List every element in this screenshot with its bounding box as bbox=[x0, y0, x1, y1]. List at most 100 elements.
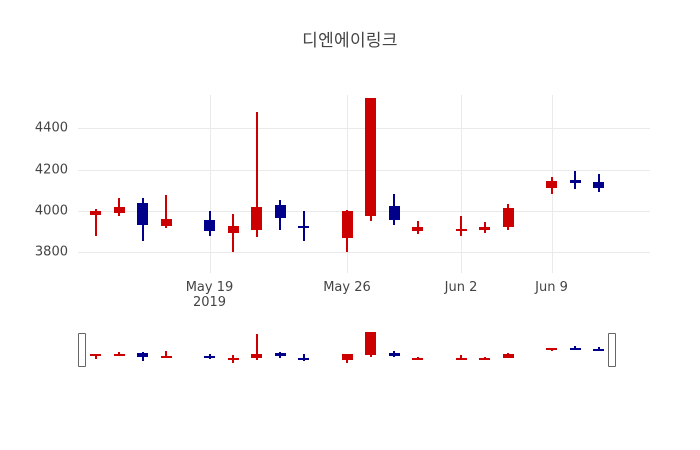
x-axis-tick-label: May 26 bbox=[323, 280, 371, 295]
candlestick[interactable] bbox=[412, 95, 423, 273]
candle-body bbox=[365, 98, 376, 217]
range-slider-candlestick bbox=[388, 325, 400, 375]
candle-body bbox=[90, 210, 101, 216]
range-slider-candlestick bbox=[227, 325, 239, 375]
candlestick[interactable] bbox=[546, 95, 557, 273]
range-slider-candlestick bbox=[479, 325, 490, 375]
candle-body bbox=[274, 204, 286, 219]
gridline-vertical bbox=[209, 95, 211, 273]
y-axis-tick-4200: 4200 bbox=[34, 162, 68, 177]
range-slider-candlestick bbox=[593, 325, 604, 375]
range-slider-candle-wick bbox=[165, 351, 167, 358]
range-slider-candle-body bbox=[593, 348, 604, 351]
candlestick[interactable] bbox=[502, 95, 514, 273]
gridline-vertical bbox=[347, 95, 348, 273]
range-slider-candlestick bbox=[569, 325, 581, 375]
range-slider-candle-body bbox=[90, 354, 101, 357]
candlestick[interactable] bbox=[593, 95, 604, 273]
y-axis-tick-4000: 4000 bbox=[34, 203, 68, 219]
range-slider-candle-body bbox=[137, 352, 148, 358]
range-slider-candle-wick bbox=[574, 346, 576, 351]
candle-body bbox=[341, 210, 353, 238]
range-slider-candle-body bbox=[365, 331, 376, 356]
range-slider-candlestick bbox=[113, 325, 125, 375]
range-slider-candlestick bbox=[455, 325, 467, 375]
range-slider-candle-body bbox=[388, 353, 400, 357]
gridline-horizontal bbox=[78, 252, 650, 254]
plot-area[interactable] bbox=[78, 95, 650, 273]
range-slider-candle-body bbox=[227, 357, 239, 360]
range-slider-candlestick bbox=[365, 325, 376, 375]
gridline-horizontal bbox=[78, 169, 650, 171]
range-slider-candlestick bbox=[502, 325, 514, 375]
candle-body bbox=[113, 206, 125, 213]
range-slider-candlestick bbox=[90, 325, 101, 375]
candlestick[interactable] bbox=[251, 95, 262, 273]
x-axis-tick-3: Jun 2 bbox=[445, 280, 478, 295]
candlestick[interactable] bbox=[274, 95, 286, 273]
candle-wick bbox=[302, 210, 305, 241]
y-axis-tick-4400: 4400 bbox=[34, 120, 68, 136]
x-axis-tick-label: Jun 9 bbox=[535, 280, 568, 295]
chart-title: 디엔에이링크 bbox=[302, 31, 398, 51]
x-axis-tick-4: Jun 9 bbox=[535, 280, 568, 295]
range-slider-candle-body bbox=[204, 356, 215, 359]
candle-body bbox=[227, 226, 239, 233]
candle-wick bbox=[460, 216, 462, 236]
candle-body bbox=[502, 207, 514, 228]
candlestick[interactable] bbox=[365, 95, 376, 273]
range-slider-candle-body bbox=[502, 353, 514, 358]
candlestick[interactable] bbox=[160, 95, 172, 273]
range-start-handle[interactable] bbox=[78, 333, 86, 367]
candlestick[interactable] bbox=[113, 95, 125, 273]
range-slider-candle-body bbox=[412, 357, 423, 360]
range-end-handle[interactable] bbox=[608, 333, 616, 367]
candlestick[interactable] bbox=[298, 95, 309, 273]
range-slider-candle-wick bbox=[94, 354, 97, 360]
candlestick[interactable] bbox=[479, 95, 490, 273]
range-slider-candlestick bbox=[341, 325, 353, 375]
candle-body bbox=[593, 181, 604, 189]
candlestick[interactable] bbox=[227, 95, 239, 273]
range-slider-candle-body bbox=[341, 354, 353, 360]
range-slider-candlestick bbox=[137, 325, 148, 375]
candle-wick bbox=[232, 214, 234, 253]
candlestick[interactable] bbox=[90, 95, 101, 273]
gridline-horizontal bbox=[78, 128, 650, 130]
candle-body bbox=[412, 227, 423, 231]
candlestick[interactable] bbox=[204, 95, 215, 273]
range-slider-candlestick bbox=[546, 325, 557, 375]
candle-body bbox=[137, 202, 148, 226]
candle-body bbox=[388, 205, 400, 221]
candlestick[interactable] bbox=[137, 95, 148, 273]
candlestick[interactable] bbox=[388, 95, 400, 273]
range-slider-candle-body bbox=[569, 348, 581, 351]
range-slider[interactable] bbox=[78, 325, 650, 375]
candle-body bbox=[298, 226, 309, 229]
x-axis-tick-label: Jun 2 bbox=[444, 280, 478, 295]
candlestick[interactable] bbox=[341, 95, 353, 273]
x-axis-tick-1: May 19 2019 bbox=[186, 280, 234, 310]
candle-body bbox=[204, 220, 215, 231]
candle-body bbox=[569, 179, 581, 183]
range-slider-candlestick bbox=[298, 325, 309, 375]
range-slider-candle-body bbox=[546, 348, 557, 351]
candlestick[interactable] bbox=[455, 95, 467, 273]
range-slider-candle-body bbox=[479, 357, 490, 360]
candle-body bbox=[479, 227, 490, 230]
range-slider-candle-body bbox=[455, 358, 467, 360]
candlestick[interactable] bbox=[569, 95, 581, 273]
range-slider-candle-body bbox=[274, 353, 286, 356]
range-slider-candle-body bbox=[298, 357, 309, 360]
range-slider-candlestick bbox=[160, 325, 172, 375]
range-slider-candle-body bbox=[113, 353, 125, 356]
range-slider-candle-body bbox=[160, 356, 172, 359]
candle-wick bbox=[94, 208, 97, 236]
range-slider-candlestick bbox=[274, 325, 286, 375]
range-slider-candle-wick bbox=[483, 356, 486, 359]
range-slider-candlestick bbox=[251, 325, 262, 375]
candle-body bbox=[546, 180, 557, 189]
x-axis-tick-2: May 26 bbox=[323, 280, 371, 295]
range-slider-candle-wick bbox=[302, 354, 305, 361]
